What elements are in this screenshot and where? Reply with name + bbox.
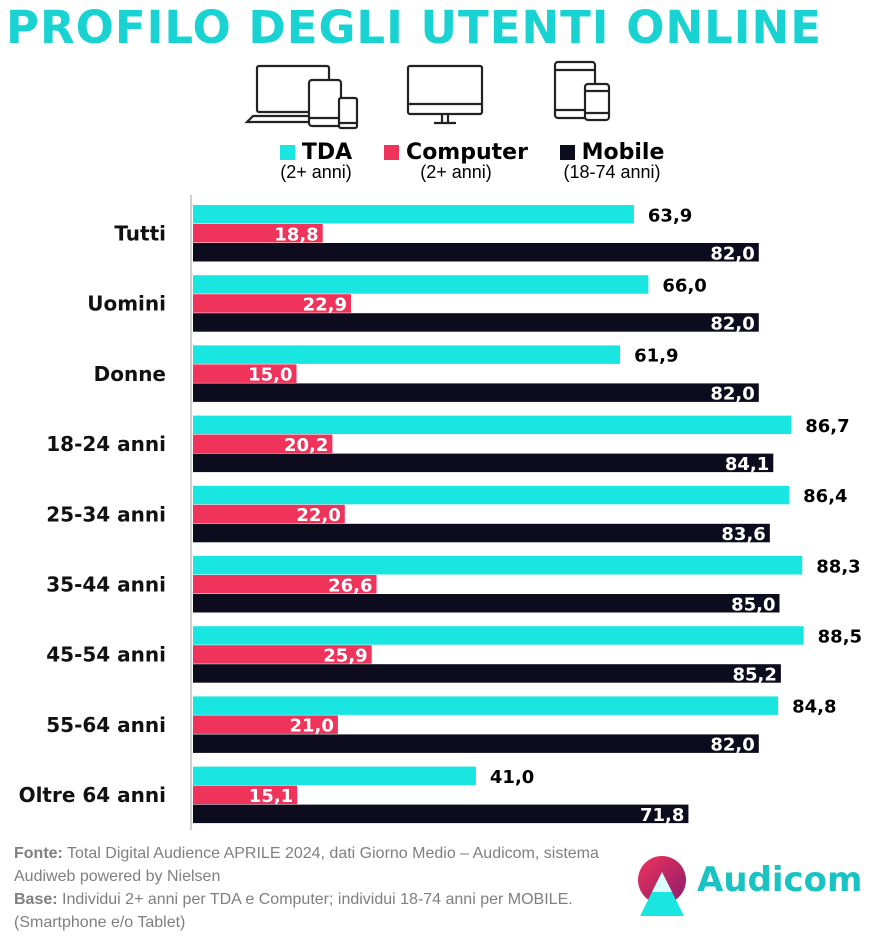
bar-computer-55-64-anni	[193, 715, 338, 734]
data-label-mobile-18-24-anni: 84,1	[725, 454, 769, 475]
footer-note: Fonte: Total Digital Audience APRILE 202…	[14, 842, 614, 934]
bar-computer-35-44-anni	[193, 575, 377, 594]
bar-computer-uomini	[193, 294, 352, 313]
bar-tda-55-64-anni	[193, 696, 779, 715]
category-label-donne: Donne	[94, 362, 166, 386]
bar-computer-45-54-anni	[193, 645, 372, 664]
desktop-icon	[406, 64, 484, 125]
data-label-computer-55-64-anni: 21,0	[289, 716, 333, 737]
data-label-computer-tutti: 18,8	[274, 224, 318, 245]
legend-swatch-mobile	[559, 145, 575, 160]
bar-tda-18-24-anni	[193, 415, 792, 435]
footer-base-text: Individui 2+ anni per TDA e Computer; in…	[14, 891, 573, 931]
footer-base-label: Base:	[14, 891, 58, 908]
bar-computer-25-34-anni	[193, 504, 345, 524]
legend-label-tda: TDA	[301, 140, 353, 165]
devices-icon	[244, 64, 359, 130]
bar-mobile-donne	[193, 383, 759, 402]
legend-item-tda: TDA (2+ anni)	[268, 140, 364, 183]
footer-fonte-label: Fonte:	[14, 845, 63, 862]
data-label-mobile-25-34-anni: 83,6	[721, 524, 765, 545]
bar-tda-oltre-64-anni	[193, 766, 476, 786]
data-label-mobile-35-44-anni: 85,0	[731, 594, 775, 615]
category-label-oltre-64-anni: Oltre 64 anni	[19, 783, 166, 807]
bar-chart: Tutti 63,9 18,8 82,0 Uomini 66,0 22,9 82,0 Donne…	[19, 195, 862, 830]
category-label-18-24-anni: 18-24 anni	[46, 432, 166, 456]
legend-item-mobile: Mobile (18-74 anni)	[532, 140, 692, 183]
data-label-computer-oltre-64-anni: 15,1	[249, 786, 293, 807]
data-label-mobile-45-54-anni: 85,2	[732, 664, 776, 685]
bar-computer-oltre-64-anni	[193, 785, 298, 805]
bar-tda-donne	[193, 345, 621, 364]
data-label-computer-25-34-anni: 22,0	[296, 505, 340, 526]
audicom-logo-icon	[638, 856, 686, 916]
data-label-tda-25-34-anni: 86,4	[803, 486, 847, 507]
category-label-55-64-anni: 55-64 anni	[46, 713, 166, 737]
category-label-35-44-anni: 35-44 anni	[46, 573, 166, 597]
data-label-tda-18-24-anni: 86,7	[805, 416, 849, 437]
bar-mobile-tutti	[193, 243, 759, 262]
bar-computer-tutti	[193, 224, 323, 243]
category-label-uomini: Uomini	[87, 292, 166, 316]
data-label-mobile-oltre-64-anni: 71,8	[640, 805, 684, 826]
bar-mobile-55-64-anni	[193, 734, 759, 753]
category-label-tutti: Tutti	[114, 222, 166, 246]
data-label-tda-uomini: 66,0	[662, 275, 706, 296]
category-label-45-54-anni: 45-54 anni	[46, 643, 166, 667]
legend-sub-computer: (2+ anni)	[420, 162, 492, 182]
data-label-tda-35-44-anni: 88,3	[816, 556, 860, 577]
data-label-computer-18-24-anni: 20,2	[284, 435, 328, 456]
data-label-tda-tutti: 63,9	[648, 205, 692, 226]
bar-computer-donne	[193, 364, 297, 383]
legend-item-computer: Computer (2+ anni)	[368, 140, 544, 183]
audicom-logo-text: Audicom	[697, 860, 863, 900]
bar-tda-uomini	[193, 275, 649, 294]
bar-mobile-35-44-anni	[193, 594, 780, 613]
tablet-phone-icon	[553, 60, 611, 122]
bar-tda-45-54-anni	[193, 626, 804, 645]
bar-mobile-25-34-anni	[193, 523, 770, 543]
legend-swatch-tda	[279, 145, 295, 160]
data-label-mobile-tutti: 82,0	[710, 243, 754, 264]
data-label-mobile-uomini: 82,0	[710, 313, 754, 334]
bar-mobile-uomini	[193, 313, 759, 332]
data-label-tda-55-64-anni: 84,8	[792, 697, 836, 718]
data-label-computer-45-54-anni: 25,9	[323, 645, 367, 666]
legend-label-computer: Computer	[406, 140, 528, 165]
footer-fonte-text: Total Digital Audience APRILE 2024, dati…	[14, 845, 599, 885]
legend-label-mobile: Mobile	[581, 140, 665, 165]
data-label-computer-uomini: 22,9	[303, 294, 347, 315]
category-label-25-34-anni: 25-34 anni	[46, 502, 166, 526]
bar-tda-35-44-anni	[193, 556, 803, 575]
chart-title: PROFILO DEGLI UTENTI ONLINE	[6, 1, 822, 54]
bar-mobile-18-24-anni	[193, 453, 774, 473]
bar-tda-25-34-anni	[193, 485, 790, 505]
legend-sub-tda: (2+ anni)	[280, 162, 352, 182]
data-label-mobile-donne: 82,0	[710, 384, 754, 405]
data-label-tda-oltre-64-anni: 41,0	[490, 767, 534, 788]
data-label-computer-donne: 15,0	[248, 365, 292, 386]
data-label-computer-35-44-anni: 26,6	[328, 575, 372, 596]
data-label-tda-donne: 61,9	[634, 346, 678, 367]
bar-mobile-oltre-64-anni	[193, 804, 689, 824]
bar-mobile-45-54-anni	[193, 664, 781, 683]
legend-sub-mobile: (18-74 anni)	[563, 162, 661, 182]
bar-computer-18-24-anni	[193, 434, 333, 454]
data-label-mobile-55-64-anni: 82,0	[710, 735, 754, 756]
data-label-tda-45-54-anni: 88,5	[818, 626, 862, 647]
bar-tda-tutti	[193, 205, 634, 224]
chart-legend: TDA (2+ anni) Computer (2+ anni) Mobile …	[0, 140, 876, 190]
legend-swatch-computer	[384, 145, 400, 160]
